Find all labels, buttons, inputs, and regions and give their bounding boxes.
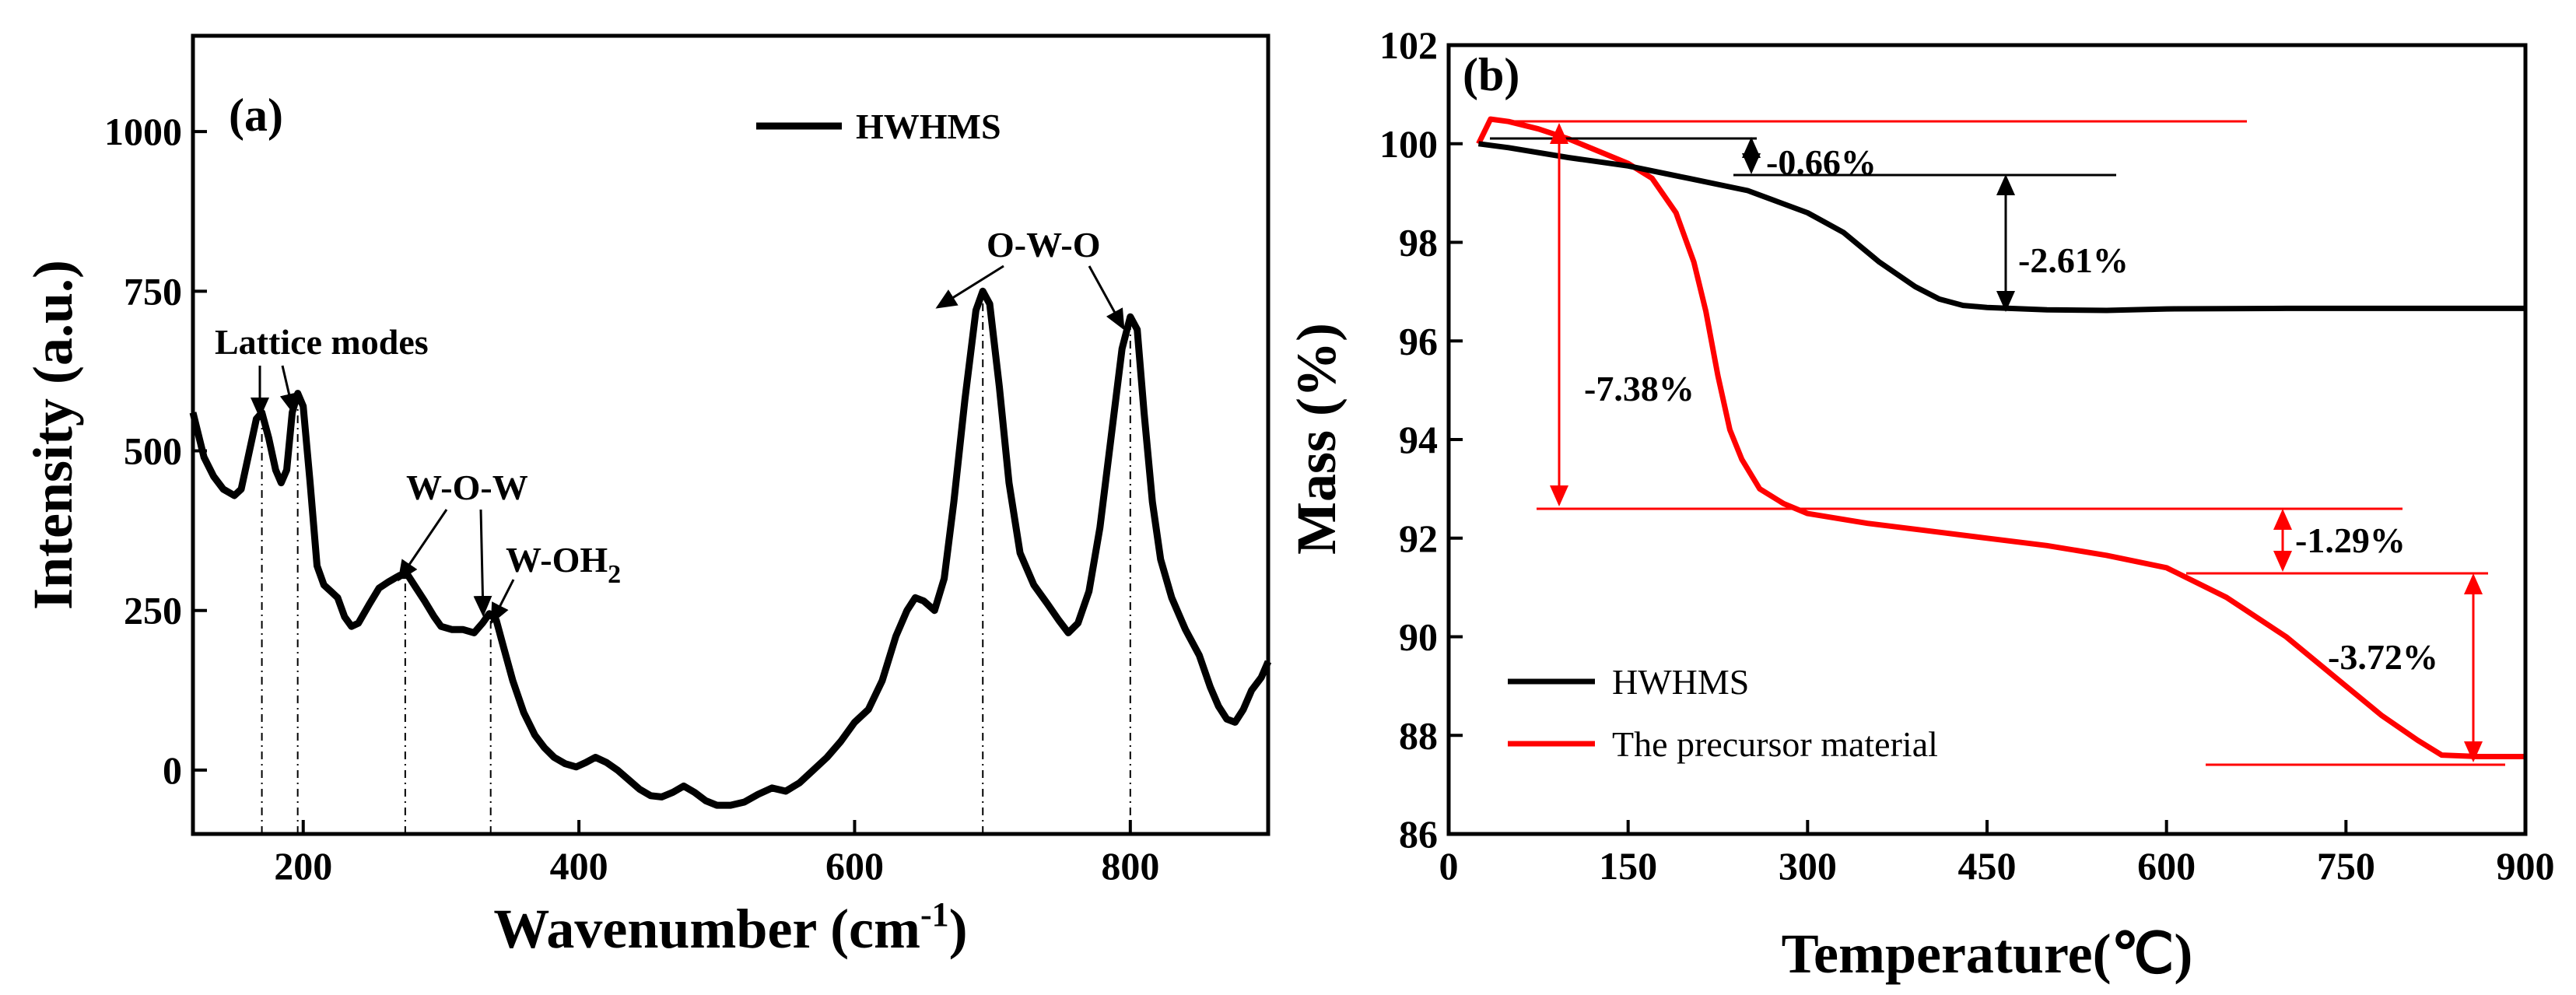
a-arrow-lattice-2: [279, 365, 299, 415]
b-legend-label-hwhms: HWHMS: [1612, 662, 1749, 702]
a-x-tick-label: 400: [550, 844, 608, 888]
a-x-axis-title-end: ): [949, 898, 968, 960]
b-x-ticks: 0 150 300 450 600 750 900: [1439, 820, 2555, 888]
b-x-tick-label: 900: [2497, 844, 2555, 888]
a-annotation-w-o-w: W-O-W: [406, 468, 528, 507]
a-annotation-w-oh2: W-OH2: [506, 540, 621, 589]
a-y-tick-label: 750: [124, 269, 182, 313]
b-y-tick-label: 92: [1399, 517, 1438, 560]
panel-a: 200 400 600 800 0 250 500 750 1000 (a) HWHMS La…: [22, 33, 1272, 960]
b-annotation-738: -7.38%: [1584, 369, 1695, 408]
b-series-hwhms-line: [1477, 141, 2525, 314]
b-annotation-372: -3.72%: [2328, 637, 2438, 677]
b-y-tick-label: 96: [1399, 319, 1438, 363]
a-y-ticks: 0 250 500 750 1000: [104, 110, 207, 792]
b-y-ticks: 86 88 90 92 94 96 98 100 102: [1379, 23, 1463, 856]
a-y-axis-title: Intensity (a.u.): [22, 260, 84, 610]
b-x-tick-label: 150: [1599, 844, 1657, 888]
a-arrow-w-o-w-2: [473, 509, 492, 617]
a-x-tick-label: 200: [274, 844, 332, 888]
b-y-tick-label: 88: [1399, 713, 1438, 757]
b-legend-label-precursor: The precursor material: [1612, 724, 1938, 764]
b-x-tick-label: 750: [2317, 844, 2375, 888]
a-annotation-w-oh2-sub: 2: [608, 560, 621, 589]
b-series-precursor-line: [1476, 116, 2525, 759]
a-annotation-w-oh2-text: W-OH: [506, 540, 608, 580]
b-y-tick-label: 90: [1399, 615, 1438, 659]
a-panel-label: (a): [229, 89, 283, 141]
b-annotation-129: -1.29%: [2295, 520, 2406, 560]
a-series-hwhms-line: [189, 287, 1272, 809]
a-y-tick-label: 0: [163, 748, 182, 792]
a-x-axis-title-sup: -1: [920, 895, 949, 934]
b-annotation-066: -0.66%: [1766, 142, 1877, 182]
a-x-tick-label: 600: [825, 844, 884, 888]
b-y-tick-label: 98: [1399, 221, 1438, 265]
b-y-tick-label: 100: [1379, 122, 1438, 166]
a-y-tick-label: 500: [124, 429, 182, 473]
a-arrow-o-w-o-2: [1088, 265, 1125, 331]
a-annotation-o-w-o: O-W-O: [987, 225, 1101, 265]
b-y-tick-label: 86: [1399, 812, 1438, 856]
b-x-tick-label: 600: [2137, 844, 2196, 888]
b-panel-label: (b): [1463, 49, 1519, 100]
a-plot-frame: [191, 33, 1270, 836]
b-y-axis-title: Mass (%): [1285, 323, 1348, 555]
b-y-tick-label: 94: [1399, 418, 1438, 461]
b-x-axis-title: Temperature(℃): [1782, 923, 2193, 985]
a-arrow-o-w-o-1: [935, 265, 1004, 309]
a-y-tick-label: 250: [124, 589, 182, 632]
a-x-tick-label: 800: [1101, 844, 1159, 888]
a-x-ticks: 200 400 600 800: [274, 820, 1159, 888]
a-x-axis-title: Wavenumber (cm-1): [493, 895, 967, 960]
a-peak-dashed-lines: [261, 291, 1131, 834]
a-y-tick-label: 1000: [104, 110, 182, 153]
b-annotation-261: -2.61%: [2018, 240, 2129, 280]
a-arrow-w-o-w-1: [398, 509, 448, 582]
b-y-tick-label: 102: [1379, 23, 1438, 67]
a-arrow-w-oh2: [490, 579, 515, 625]
b-x-tick-label: 450: [1958, 844, 2017, 888]
b-x-tick-label: 0: [1439, 844, 1459, 888]
a-legend-label: HWHMS: [856, 107, 1001, 146]
b-x-tick-label: 300: [1779, 844, 1837, 888]
panel-b: 0 150 300 450 600 750 900 86 88 90 92 94 96 98 100 102…: [1285, 23, 2555, 985]
a-annotation-lattice-modes: Lattice modes: [215, 322, 429, 362]
a-x-axis-title-main: Wavenumber (cm: [493, 898, 920, 960]
